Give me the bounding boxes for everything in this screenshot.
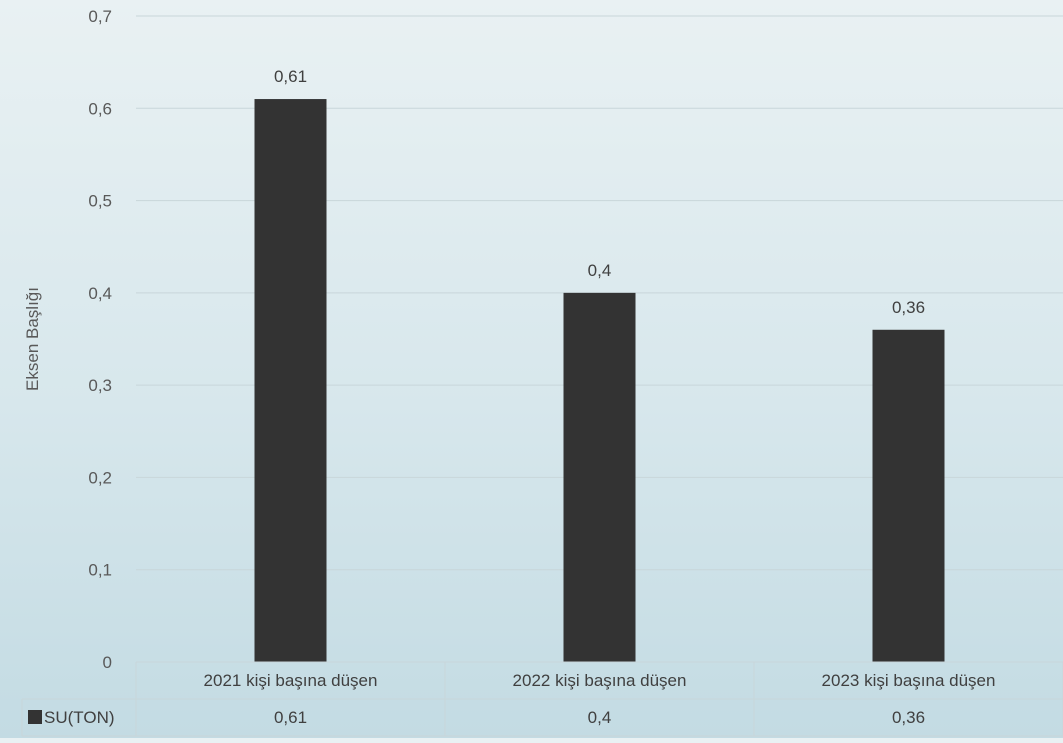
x-category-label: 2022 kişi başına düşen: [513, 671, 687, 690]
y-axis-ticks: 0 0,1 0,2 0,3 0,4 0,5 0,6 0,7: [88, 7, 112, 672]
table-value: 0,36: [892, 708, 925, 727]
series-name: SU(TON): [44, 708, 115, 727]
table-value: 0,61: [274, 708, 307, 727]
y-tick-label: 0,3: [88, 376, 112, 395]
y-tick-label: 0,4: [88, 284, 112, 303]
bar: [563, 292, 636, 662]
y-tick-label: 0,2: [88, 468, 112, 487]
bars: [254, 99, 945, 663]
y-axis-title: Eksen Başlığı: [23, 287, 42, 391]
y-tick-label: 0,7: [88, 7, 112, 26]
data-label: 0,61: [274, 67, 307, 86]
bar: [254, 99, 327, 663]
bar: [872, 329, 945, 662]
data-label: 0,36: [892, 298, 925, 317]
legend-key: [28, 710, 42, 724]
x-category-label: 2021 kişi başına düşen: [204, 671, 378, 690]
data-labels: 0,61 0,4 0,36: [274, 67, 925, 317]
y-tick-label: 0,1: [88, 561, 112, 580]
table-value: 0,4: [588, 708, 612, 727]
x-category-label: 2023 kişi başına düşen: [822, 671, 996, 690]
y-tick-label: 0,6: [88, 99, 112, 118]
y-tick-label: 0,5: [88, 192, 112, 211]
data-table: 2021 kişi başına düşen 0,61 2022 kişi başı…: [21, 661, 1063, 737]
y-tick-label: 0: [103, 653, 112, 672]
data-label: 0,4: [588, 261, 612, 280]
